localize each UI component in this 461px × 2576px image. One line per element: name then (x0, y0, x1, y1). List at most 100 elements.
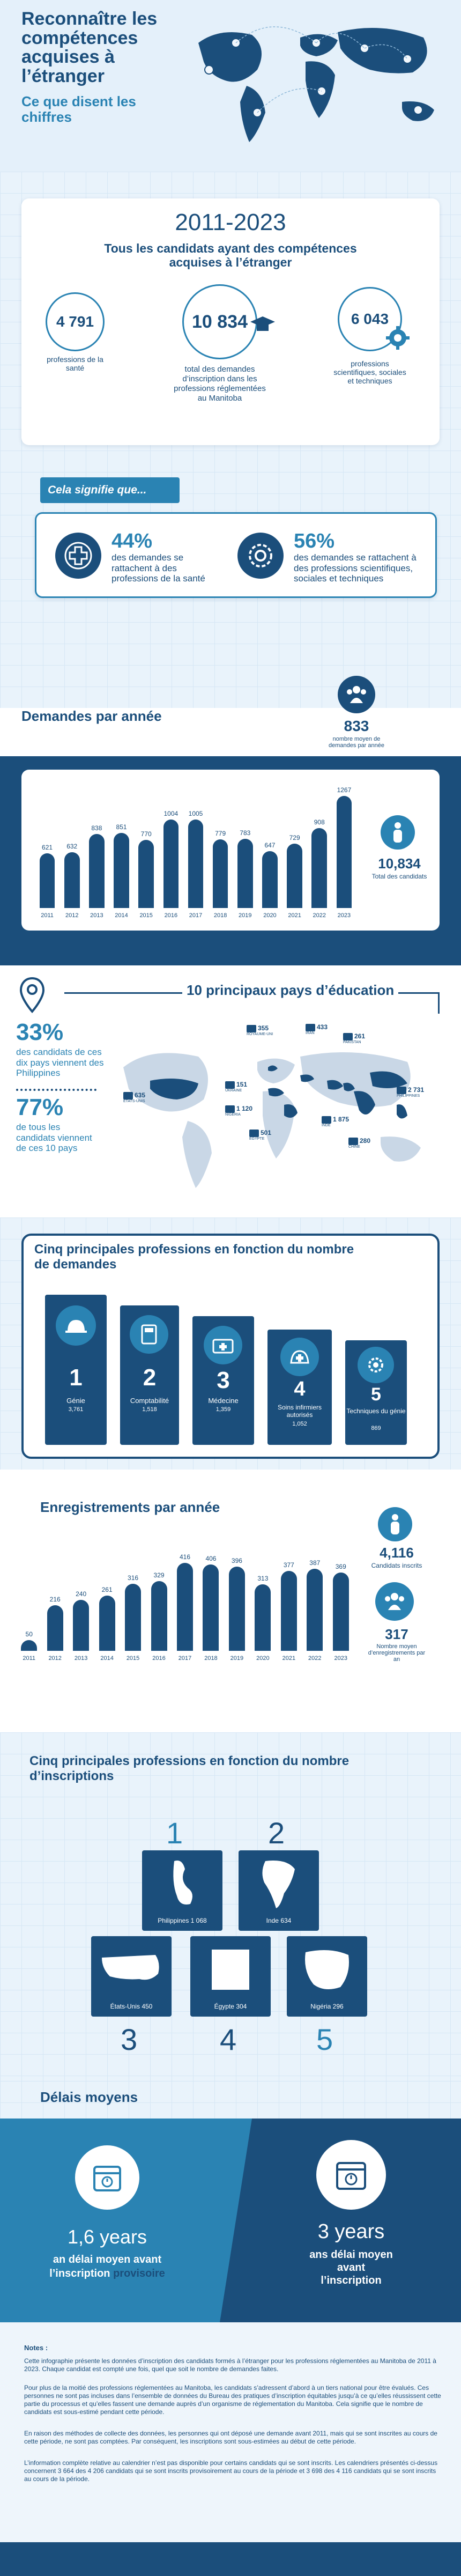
pin-uk: 355 ROYAUME-UNI (247, 1024, 273, 1036)
stat-total-value: 10 834 (192, 311, 248, 332)
pin-usa: 635 ÉTATS-UNIS (123, 1091, 145, 1103)
chart-year-label: 2023 (337, 912, 351, 919)
chart-bar-2011 (39, 853, 55, 908)
chart-year-label: 2012 (48, 1655, 62, 1662)
pct-card: 44% des demandes se rattachent à des pro… (35, 512, 437, 598)
pin-pakistan: 261 PAKISTAN (343, 1032, 365, 1044)
pin-usa-value: 635 (135, 1091, 146, 1099)
pin-uk-value: 355 (258, 1024, 269, 1032)
chart-year-label: 2021 (288, 912, 301, 919)
pin-iran-country: IRAN (306, 1031, 315, 1035)
pin-usa-icon (123, 1091, 133, 1099)
pin-ukraine-value: 151 (236, 1081, 248, 1088)
chart-year-label: 2022 (308, 1655, 322, 1662)
pin-india-country: INDE (322, 1123, 331, 1127)
stat-total-label: total des demandes d’inscription dans le… (174, 365, 266, 403)
chart-year-label: 2018 (213, 912, 227, 919)
per-year-chart-frame: 621 2011 632 2012 838 2013 851 2014 770 2015 1004 2… (0, 756, 461, 965)
chart-value-label: 240 (76, 1590, 87, 1598)
chart-value-label: 783 (240, 829, 251, 837)
chart-bar-2018 (203, 1564, 219, 1651)
pin-ukraine: 151 UKRAINE (225, 1081, 247, 1093)
pin-pakistan-icon (343, 1032, 353, 1040)
notes-title: Notes : (24, 2344, 48, 2352)
pin-iran-value: 433 (317, 1023, 328, 1031)
prof-card-3: 3 Médecine 1,359 (192, 1316, 254, 1445)
delay-left-label-2: l’inscription (49, 2268, 110, 2279)
health-cross-icon (55, 533, 101, 579)
pct-sci-label: des demandes se rattachent à des profess… (294, 552, 417, 584)
chart-bar-2016 (163, 819, 179, 908)
reg-rank-3: 3 (121, 2023, 138, 2056)
reg-card-3: États-Unis 450 (91, 1936, 172, 2017)
chart-year-label: 2017 (189, 912, 203, 919)
stat-health-label: professions de la santé (47, 355, 103, 372)
notes-p4: L’information complète relative au calen… (24, 2459, 438, 2483)
per-year-title: Demandes par année (21, 708, 162, 724)
stat-sci-label: professions scientifiques, sociales et t… (333, 359, 406, 385)
world-map (107, 1030, 450, 1191)
chart-value-label: 647 (264, 841, 276, 849)
pin-nigeria-country: NIGÉRIA (225, 1112, 241, 1117)
india-map-icon (262, 1861, 295, 1908)
pin-india-value: 1 875 (333, 1116, 350, 1123)
prof-5-value: 869 (371, 1425, 381, 1431)
chart-year-label: 2012 (65, 912, 79, 919)
chart-year-label: 2011 (41, 912, 54, 919)
chart-bar-2015 (125, 1584, 142, 1651)
chart-bar-2020 (262, 851, 278, 908)
pin-nigeria-value: 1 120 (236, 1105, 253, 1112)
prof-5-name: Techniques du génie (346, 1407, 406, 1415)
pin-egypt-value: 501 (261, 1129, 272, 1136)
delay-left-label-line2: l’inscription provisoire (32, 2268, 182, 2280)
chart-bar-2019 (237, 839, 253, 908)
registrations-title: Enregistrements par année (40, 1499, 220, 1515)
chart-bar-2019 (228, 1567, 245, 1651)
pin-nigeria: 1 120 NIGÉRIA (225, 1105, 252, 1117)
per-year-chart: 621 2011 632 2012 838 2013 851 2014 770 2015 1004 2… (35, 780, 356, 920)
header-title: Reconnaître les compétences acquises à l… (21, 9, 158, 87)
reg-rank-5: 5 (316, 2023, 333, 2056)
prof-5-rank: 5 (371, 1384, 381, 1405)
pin-egypt-icon (249, 1129, 259, 1137)
pct-top10: 77% (16, 1094, 64, 1120)
prof-4-name: Soins infirmiers autorisés (277, 1404, 322, 1419)
reg-card-3-country: États-Unis (110, 2003, 140, 2010)
header-subtitle: Ce que disent les chiffres (21, 93, 136, 125)
chart-year-label: 2016 (164, 912, 178, 919)
avg-label: nombre moyen de demandes par année (329, 736, 384, 749)
pin-egypt: 501 ÉGYPTE (249, 1129, 271, 1141)
chart-bar-2015 (138, 840, 154, 908)
chart-bar-2017 (176, 1562, 193, 1651)
reg-card-4-country: Égypte (214, 2003, 234, 2010)
prof-1-value: 3,761 (68, 1406, 84, 1413)
egypt-map-icon (212, 1950, 249, 1990)
chart-year-label: 2015 (139, 912, 153, 919)
overview-years: 2011-2023 (175, 209, 286, 235)
pin-china-value: 280 (360, 1137, 371, 1145)
chart-year-label: 2023 (334, 1655, 347, 1662)
reg-rank-2: 2 (268, 1816, 285, 1850)
chart-bar-2017 (188, 819, 204, 908)
reg-card-5-label: Nigéria 296 (287, 2003, 367, 2010)
chart-year-label: 2013 (90, 912, 103, 919)
reg-card-3-label: États-Unis 450 (91, 2003, 172, 2010)
chart-value-label: 1267 (337, 786, 352, 794)
pin-india-icon (322, 1116, 331, 1124)
chart-bar-2014 (99, 1595, 115, 1651)
prof-2-name: Comptabilité (130, 1397, 169, 1405)
pct-philippines: 33% (16, 1019, 64, 1045)
total-person-icon (381, 815, 415, 850)
overview-card: 2011-2023 Tous les candidats ayant des c… (21, 198, 440, 445)
notes-section: Notes : Cette infographie présente les d… (0, 2322, 461, 2542)
chart-value-label: 261 (101, 1585, 113, 1593)
nigeria-map-icon (305, 1950, 349, 1989)
chart-bar-2021 (280, 1570, 297, 1651)
chart-value-label: 1005 (188, 809, 203, 817)
prof-card-2: 2 Comptabilité 1,518 (120, 1305, 179, 1445)
chart-value-label: 377 (283, 1561, 294, 1569)
meaning-banner: Cela signifie que... (40, 477, 180, 503)
group-icon (375, 1582, 414, 1621)
chart-year-label: 2019 (230, 1655, 244, 1662)
chart-year-label: 2011 (23, 1655, 36, 1662)
